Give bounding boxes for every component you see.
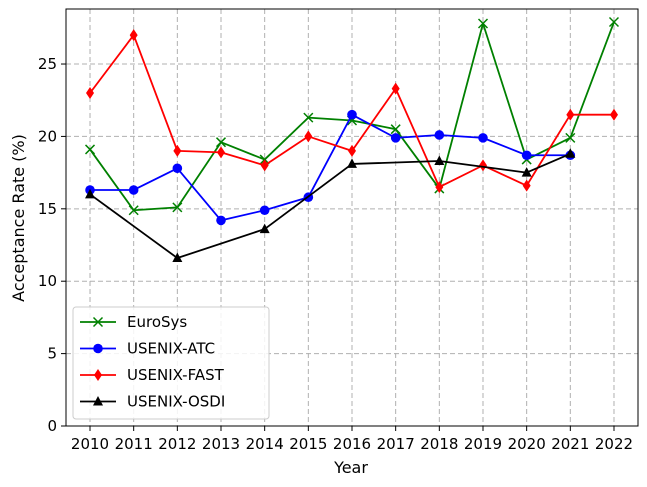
x-tick-label: 2012: [158, 435, 196, 453]
eurosys-point: [128, 205, 139, 216]
usenix-fast-point: [129, 29, 138, 42]
axis-ticks: 2010 2011 2012 2013 2014 2015 2016 2017 2018 2019…: [38, 55, 633, 453]
legend-item-usenix-osdi: USENIX-OSDI: [80, 393, 225, 411]
usenix-fast-point: [86, 86, 95, 99]
eurosys-point: [215, 137, 227, 148]
y-tick-label: 15: [38, 200, 57, 218]
usenix-fast-point: [435, 181, 444, 194]
y-axis-label: Acceptance Rate (%): [9, 134, 28, 302]
usenix-osdi-point: [347, 158, 357, 168]
usenix-osdi-point: [434, 155, 445, 166]
eurosys-point: [303, 112, 314, 123]
usenix-fast-point: [522, 179, 531, 192]
series-lines: [84, 17, 620, 263]
usenix-osdi-point: [172, 252, 183, 263]
usenix-fast-point: [173, 144, 182, 157]
usenix-atc-point: [347, 109, 357, 120]
usenix-atc-point: [172, 163, 183, 174]
x-tick-label: 2020: [508, 435, 546, 453]
usenix-osdi-point: [259, 223, 270, 234]
legend-label: USENIX-ATC: [127, 340, 215, 358]
x-tick-label: 2015: [289, 435, 327, 453]
legend-marker: [93, 396, 103, 406]
usenix-fast-point: [566, 108, 575, 121]
y-tick-label: 10: [38, 272, 57, 290]
y-tick-label: 0: [47, 417, 57, 435]
eurosys-point: [477, 18, 489, 29]
y-tick-label: 25: [38, 55, 57, 73]
eurosys-point: [565, 132, 576, 143]
usenix-atc-point: [259, 205, 270, 216]
x-tick-label: 2019: [464, 435, 502, 453]
usenix-osdi-point: [85, 188, 96, 199]
x-tick-label: 2017: [377, 435, 415, 453]
eurosys-point: [84, 144, 96, 155]
x-tick-label: 2013: [202, 435, 240, 453]
legend-marker: [94, 369, 102, 381]
x-tick-label: 2014: [246, 435, 284, 453]
eurosys-point: [608, 17, 620, 28]
usenix-fast-point: [391, 82, 400, 95]
x-axis-label: Year: [333, 458, 368, 477]
x-tick-label: 2022: [595, 435, 633, 453]
usenix-fast-point: [348, 144, 356, 157]
legend-marker: [92, 316, 104, 328]
usenix-atc-point: [390, 133, 401, 143]
usenix-atc-point: [521, 150, 532, 161]
legend-item-eurosys: EuroSys: [80, 313, 187, 331]
x-tick-label: 2021: [551, 435, 589, 453]
usenix-atc-line: [90, 113, 571, 222]
eurosys-point: [390, 124, 401, 135]
legend-label: EuroSys: [127, 313, 187, 331]
y-tick-label: 5: [47, 345, 57, 363]
x-tick-label: 2011: [115, 435, 153, 453]
legend: EuroSys USENIX-ATC USENIX-FAST USENIX-OSDI: [72, 306, 270, 420]
x-tick-label: 2018: [420, 435, 458, 453]
x-tick-label: 2010: [71, 435, 109, 453]
series-usenix-osdi: [85, 148, 576, 263]
legend-item-usenix-fast: USENIX-FAST: [80, 366, 225, 384]
usenix-osdi-line: [89, 152, 571, 259]
legend-box: [72, 306, 270, 420]
usenix-fast-point: [304, 130, 313, 143]
usenix-fast-point: [217, 146, 226, 159]
y-tick-label: 20: [38, 127, 57, 145]
legend-item-usenix-atc: USENIX-ATC: [80, 340, 215, 358]
eurosys-point: [172, 202, 183, 213]
usenix-atc-point: [478, 133, 488, 143]
usenix-atc-point: [434, 130, 445, 140]
usenix-osdi-point: [521, 167, 532, 177]
legend-label: USENIX-OSDI: [127, 393, 225, 411]
usenix-fast-point: [478, 159, 487, 172]
legend-label: USENIX-FAST: [127, 366, 225, 384]
usenix-atc-point: [216, 215, 226, 226]
x-tick-label: 2016: [333, 435, 371, 453]
series-usenix-fast: [86, 29, 618, 194]
usenix-atc-point: [128, 185, 139, 195]
usenix-osdi-point: [565, 148, 576, 158]
legend-marker: [93, 343, 103, 354]
usenix-fast-point: [609, 108, 618, 121]
usenix-fast-point: [260, 159, 269, 172]
